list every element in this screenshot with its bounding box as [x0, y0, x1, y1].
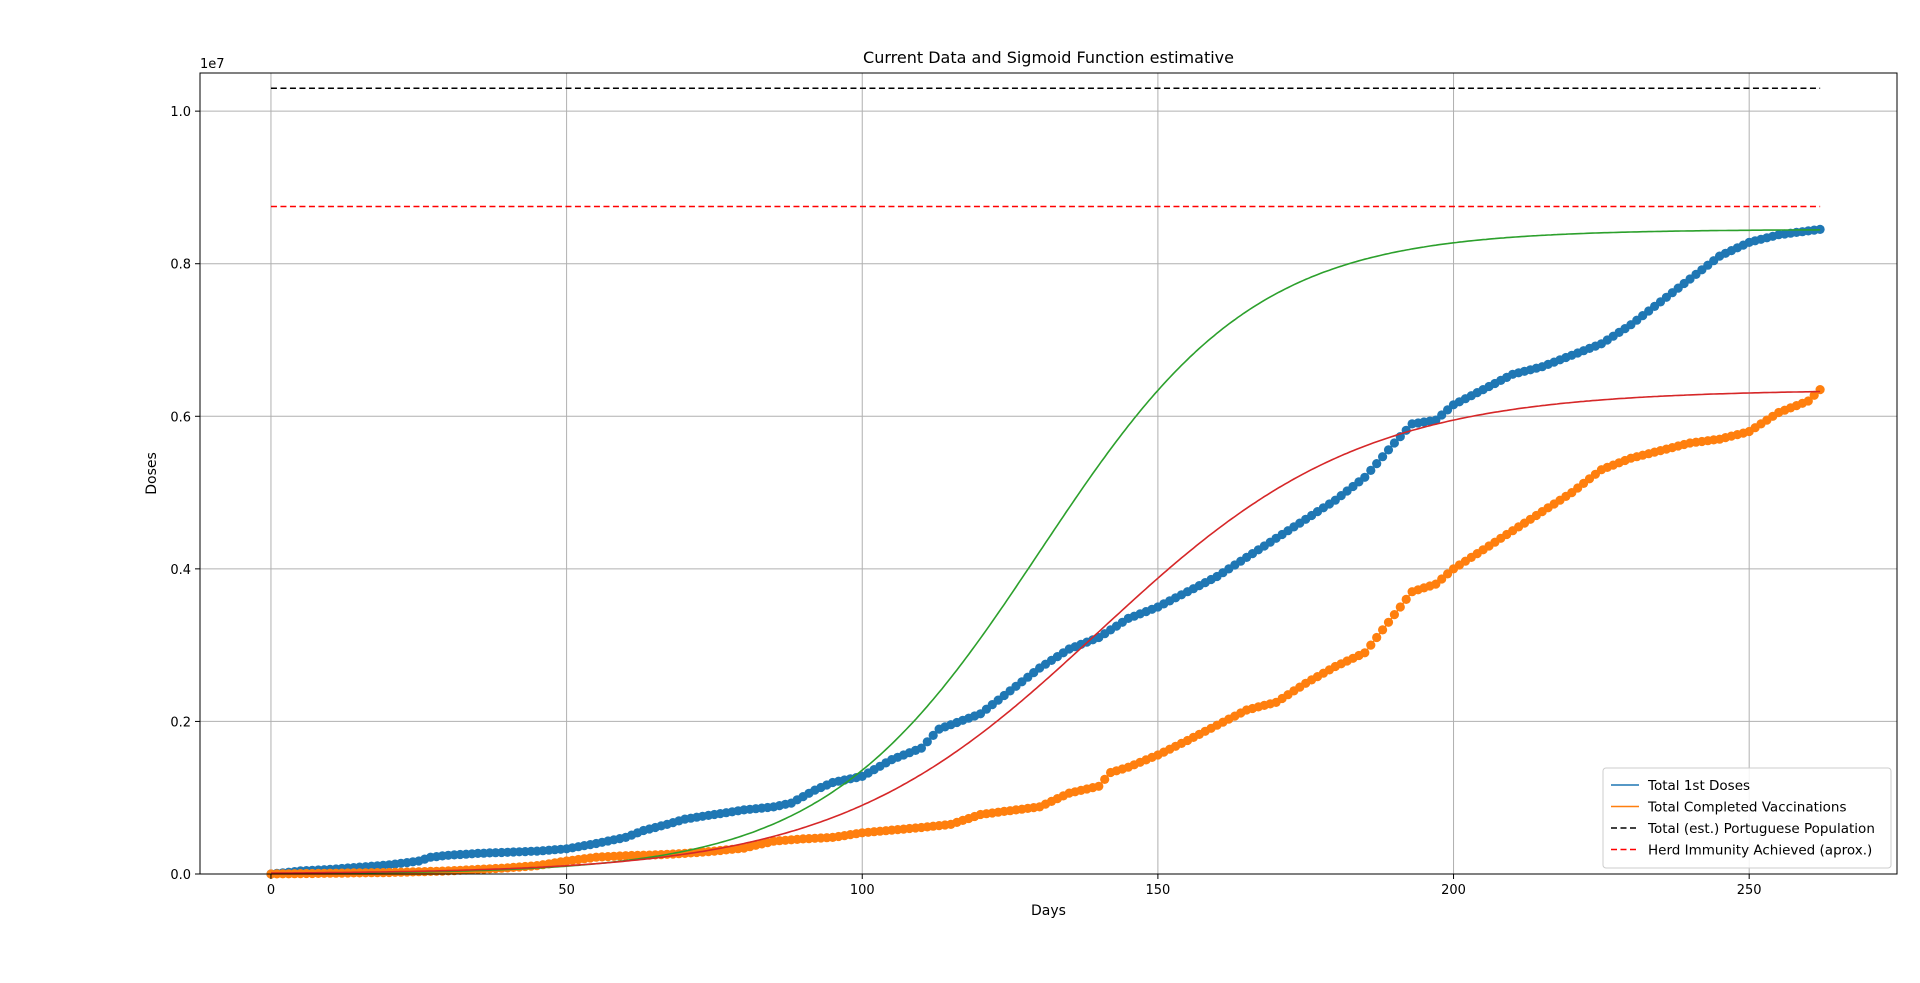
sigmoid-curve [271, 390, 1821, 874]
y-axis-offset-label: 1e7 [200, 57, 225, 72]
data-point [1372, 632, 1382, 643]
x-tick-label: 0 [267, 883, 275, 898]
sigmoid-curves [271, 229, 1821, 875]
data-point [1360, 472, 1370, 482]
chart-title: Current Data and Sigmoid Function estima… [863, 48, 1234, 67]
chart-legend: Total 1st Doses Total Completed Vaccinati… [1602, 767, 1892, 869]
y-tick-label: 0.2 [170, 715, 191, 730]
data-point [1378, 625, 1388, 635]
series-total-completed-vaccinations [266, 385, 1825, 879]
x-axis-label: Days [1031, 903, 1066, 919]
data-point [1389, 610, 1399, 620]
data-point [916, 743, 927, 753]
x-tick-label: 200 [1441, 883, 1466, 898]
data-point [1815, 224, 1825, 234]
y-tick-label: 0.0 [170, 868, 191, 883]
data-point [1094, 781, 1104, 791]
data-point [1389, 438, 1399, 448]
data-point [1383, 617, 1394, 627]
data-point [1372, 459, 1382, 469]
reference-lines [270, 87, 1821, 208]
data-point [1360, 648, 1370, 658]
y-tick-label: 0.4 [170, 563, 191, 578]
data-point [1378, 452, 1388, 462]
y-tick-label: 0.6 [170, 410, 191, 425]
data-point [1815, 385, 1825, 395]
data-point [1366, 465, 1376, 475]
data-point [1809, 390, 1819, 400]
legend-label: Total Completed Vaccinations [1647, 800, 1847, 816]
scatter-series [266, 224, 1825, 879]
legend-label: Total 1st Doses [1647, 778, 1750, 794]
data-point [928, 730, 938, 741]
x-tick-label: 250 [1737, 883, 1762, 898]
data-point [922, 737, 932, 747]
x-tick-label: 50 [558, 883, 575, 898]
data-point [1401, 594, 1411, 605]
data-point [1803, 396, 1813, 406]
x-tick-label: 100 [850, 883, 875, 898]
legend-box [1602, 767, 1892, 869]
y-axis-label: Doses [144, 452, 160, 495]
data-point [1366, 640, 1376, 650]
plot-frame [199, 72, 1898, 875]
data-point [1100, 774, 1110, 785]
x-tick-label: 150 [1145, 883, 1170, 898]
legend-label: Total (est.) Portuguese Population [1647, 821, 1875, 837]
data-point [1395, 602, 1405, 612]
y-tick-label: 1.0 [170, 105, 191, 120]
legend-label: Herd Immunity Achieved (aprox.) [1648, 843, 1872, 859]
data-point [1383, 445, 1394, 455]
y-tick-label: 0.8 [170, 258, 191, 273]
axis-ticks: 0 50 100 150 200 250 0.0 0.2 0.4 0.6 0.8 1.0 [170, 105, 1761, 898]
